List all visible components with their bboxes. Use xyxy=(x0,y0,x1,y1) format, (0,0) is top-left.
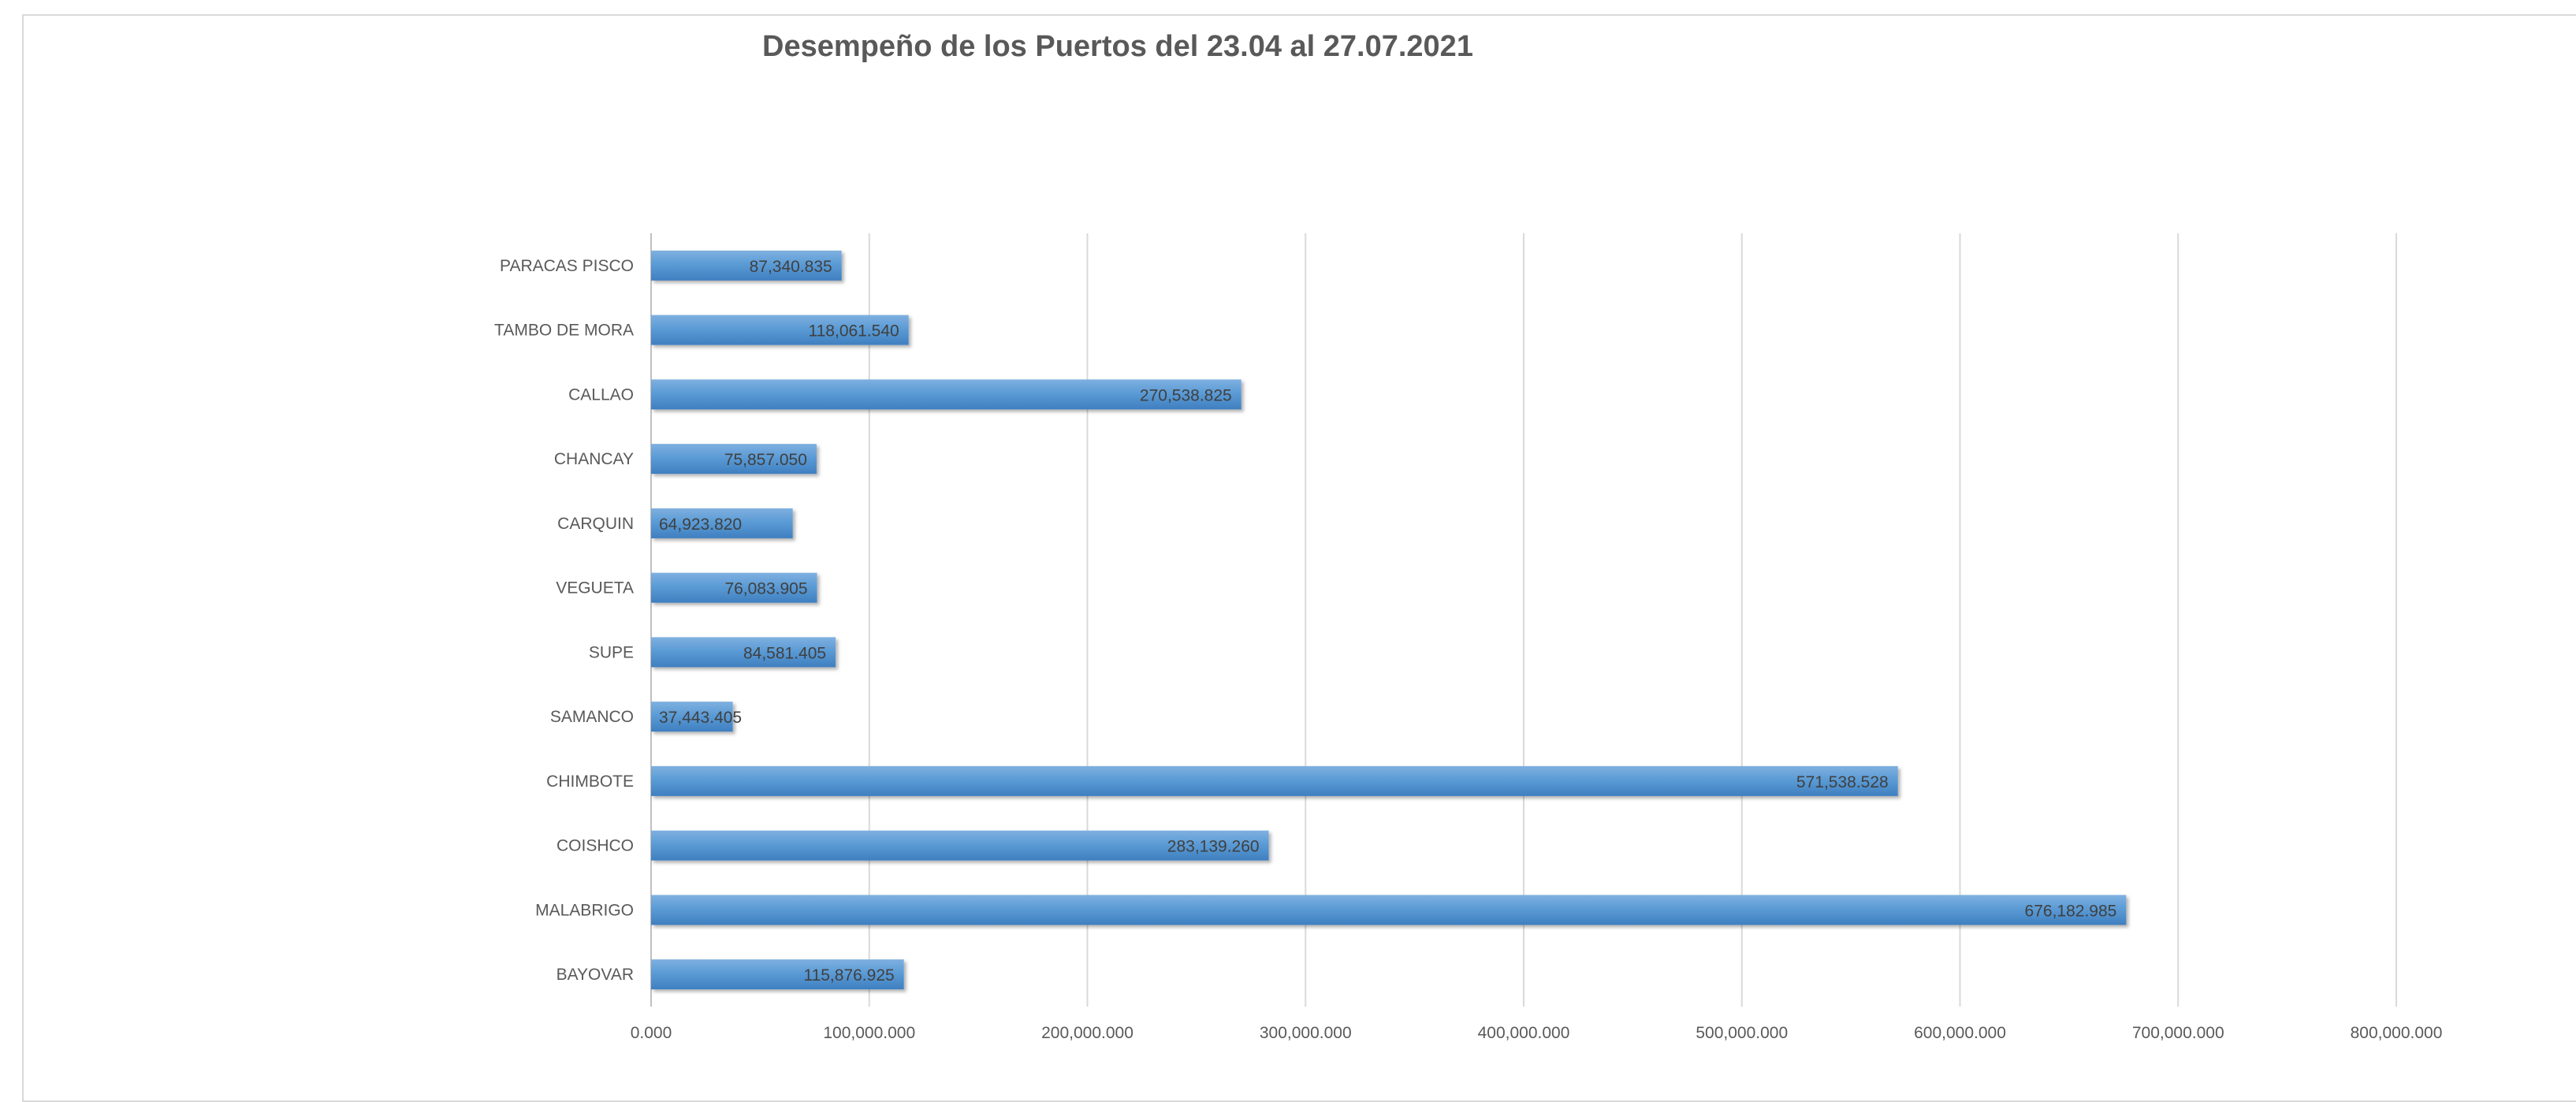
x-tick-label: 200,000.000 xyxy=(1041,1024,1134,1042)
category-label: COISHCO xyxy=(557,837,634,855)
x-tick-label: 700,000.000 xyxy=(2132,1024,2224,1042)
category-label: BAYOVAR xyxy=(557,966,634,984)
category-label: SUPE xyxy=(589,643,634,661)
data-label: 270,538.825 xyxy=(1140,386,1232,404)
bar xyxy=(651,444,817,475)
x-tick-label: 500,000.000 xyxy=(1696,1024,1788,1042)
x-tick-label: 100,000.000 xyxy=(823,1024,915,1042)
bar xyxy=(651,702,733,732)
chart-title: Desempeño de los Puertos del 23.04 al 27… xyxy=(762,30,1473,63)
bar xyxy=(651,315,909,345)
category-label: CALLAO xyxy=(568,385,634,404)
bar xyxy=(651,250,842,281)
data-label: 115,876.925 xyxy=(803,966,894,985)
category-label: TAMBO DE MORA xyxy=(494,322,634,340)
bar xyxy=(651,830,1269,861)
category-label: CARQUIN xyxy=(557,515,634,533)
category-label: PARACAS PISCO xyxy=(500,257,634,275)
data-label: 76,083.905 xyxy=(724,580,807,598)
bar xyxy=(651,508,793,538)
bar xyxy=(651,765,1898,796)
data-label: 676,182.985 xyxy=(2025,902,2117,920)
x-tick-label: 800,000.000 xyxy=(2351,1024,2443,1042)
category-label: CHANCAY xyxy=(554,450,634,468)
x-tick-label: 600,000.000 xyxy=(1914,1024,2006,1042)
data-label: 75,857.050 xyxy=(724,451,807,469)
data-label: 283,139.260 xyxy=(1167,838,1260,856)
bar xyxy=(651,895,2127,925)
data-label: 571,538.528 xyxy=(1796,773,1889,791)
data-label: 84,581.405 xyxy=(743,644,826,662)
x-tick-label: 0.000 xyxy=(631,1024,672,1042)
data-label: 87,340.835 xyxy=(750,258,832,276)
category-label: SAMANCO xyxy=(550,708,634,726)
bar xyxy=(651,959,904,990)
bar xyxy=(651,572,817,603)
data-label: 64,923.820 xyxy=(659,516,742,534)
data-label: 118,061.540 xyxy=(809,322,899,341)
x-tick-label: 400,000.000 xyxy=(1478,1024,1570,1042)
x-tick-label: 300,000.000 xyxy=(1260,1024,1352,1042)
bar xyxy=(651,379,1241,410)
bar xyxy=(651,637,836,668)
category-label: VEGUETA xyxy=(556,579,634,598)
data-label: 37,443.405 xyxy=(659,709,742,727)
category-label: MALABRIGO xyxy=(535,901,634,919)
category-label: CHIMBOTE xyxy=(546,773,634,791)
